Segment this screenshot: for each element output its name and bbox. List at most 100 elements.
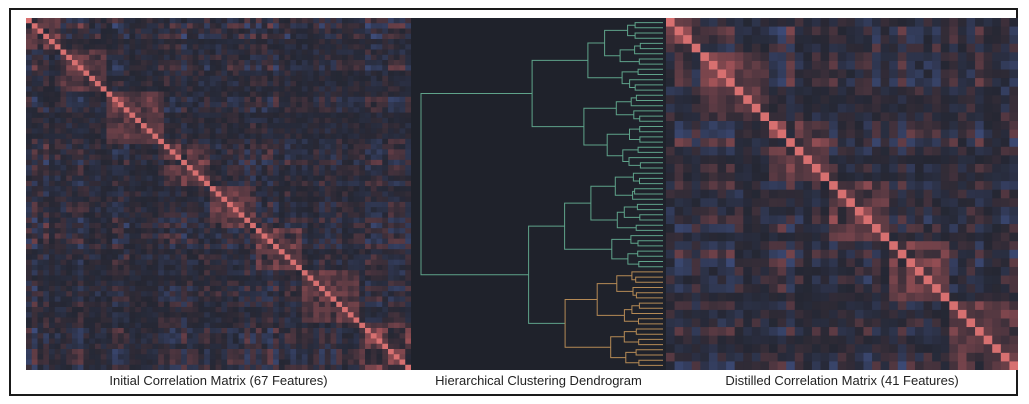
- heatmap-cell: [854, 52, 864, 62]
- heatmap-cell: [31, 228, 38, 234]
- heatmap-cell: [296, 306, 303, 313]
- heatmap-cell: [163, 49, 171, 56]
- heatmap-cell: [94, 264, 102, 271]
- heatmap-cell: [100, 133, 107, 140]
- heatmap-cell: [227, 291, 234, 297]
- heatmap-cell: [175, 238, 182, 245]
- dendrogram-link: [630, 97, 663, 107]
- heatmap-cell: [307, 243, 314, 250]
- heatmap-cell: [152, 254, 159, 261]
- heatmap-cell: [129, 359, 136, 366]
- heatmap-cell: [388, 264, 395, 271]
- heatmap-cell: [250, 138, 257, 145]
- heatmap-cell: [273, 133, 280, 140]
- heatmap-cell: [54, 222, 61, 229]
- heatmap-cell: [31, 117, 38, 124]
- heatmap-cell: [872, 26, 882, 36]
- heatmap-cell: [846, 86, 856, 96]
- heatmap-cell: [250, 333, 257, 339]
- heatmap-cell: [54, 49, 61, 56]
- heatmap-cell: [319, 54, 326, 61]
- heatmap-cell: [347, 354, 354, 360]
- heatmap-cell: [181, 180, 188, 187]
- heatmap-cell: [393, 354, 400, 360]
- heatmap-cell: [175, 75, 182, 82]
- heatmap-cell: [319, 301, 326, 308]
- heatmap-cell: [175, 280, 182, 287]
- heatmap-cell: [232, 128, 240, 134]
- heatmap-cell: [324, 180, 331, 187]
- heatmap-cell: [255, 175, 262, 182]
- heatmap-cell: [365, 201, 372, 208]
- heatmap-cell: [198, 306, 205, 313]
- heatmap-cell: [284, 180, 291, 187]
- heatmap-cell: [77, 338, 84, 345]
- heatmap-cell: [336, 123, 343, 129]
- heatmap-cell: [734, 95, 744, 105]
- heatmap-cell: [837, 26, 847, 36]
- heatmap-cell: [278, 222, 285, 229]
- heatmap-cell: [307, 60, 314, 66]
- heatmap-cell: [48, 112, 56, 119]
- heatmap-cell: [89, 18, 96, 24]
- heatmap-cell: [204, 264, 211, 271]
- heatmap-cell: [382, 327, 389, 334]
- heatmap-cell: [123, 154, 130, 161]
- heatmap-cell: [192, 196, 199, 203]
- heatmap-cell: [215, 338, 222, 345]
- heatmap-cell: [31, 306, 38, 313]
- heatmap-cell: [48, 107, 56, 113]
- heatmap-cell: [94, 91, 102, 98]
- heatmap-cell: [158, 65, 165, 71]
- heatmap-cell: [359, 65, 366, 71]
- heatmap-cell: [932, 43, 942, 53]
- heatmap-cell: [135, 354, 142, 360]
- heatmap-cell: [307, 222, 314, 229]
- heatmap-cell: [786, 52, 796, 62]
- heatmap-cell: [31, 60, 38, 66]
- heatmap-cell: [353, 128, 360, 134]
- heatmap-cell: [209, 348, 217, 355]
- heatmap-cell: [26, 170, 33, 177]
- heatmap-cell: [880, 103, 890, 113]
- heatmap-cell: [135, 333, 142, 339]
- heatmap-cell: [359, 117, 366, 124]
- heatmap-cell: [71, 259, 79, 266]
- heatmap-cell: [31, 322, 38, 329]
- heatmap-cell: [777, 60, 787, 70]
- heatmap-cell: [43, 254, 50, 261]
- heatmap-cell: [181, 81, 188, 87]
- heatmap-cell: [324, 138, 331, 145]
- heatmap-cell: [175, 196, 182, 203]
- heatmap-cell: [296, 228, 303, 234]
- heatmap-cell: [290, 217, 297, 224]
- heatmap-cell: [238, 81, 245, 87]
- heatmap-cell: [376, 33, 383, 40]
- heatmap-cell: [135, 144, 142, 150]
- heatmap-cell: [370, 191, 377, 198]
- heatmap-cell: [376, 317, 383, 324]
- heatmap-cell: [43, 364, 50, 370]
- heatmap-cell: [296, 243, 303, 250]
- heatmap-cell: [296, 249, 303, 255]
- heatmap-cell: [319, 259, 326, 266]
- heatmap-cell: [71, 159, 79, 166]
- heatmap-cell: [376, 254, 383, 261]
- heatmap-cell: [123, 264, 130, 271]
- heatmap-cell: [146, 359, 153, 366]
- heatmap-cell: [209, 233, 217, 240]
- heatmap-cell: [319, 128, 326, 134]
- heatmap-cell: [152, 60, 159, 66]
- heatmap-cell: [244, 117, 251, 124]
- heatmap-cell: [31, 23, 38, 29]
- heatmap-cell: [250, 238, 257, 245]
- heatmap-cell: [158, 133, 165, 140]
- heatmap-cell: [388, 196, 395, 203]
- heatmap-cell: [204, 75, 211, 82]
- heatmap-cell: [221, 117, 228, 124]
- heatmap-cell: [290, 144, 297, 150]
- heatmap-cell: [405, 112, 411, 119]
- heatmap-cell: [26, 301, 33, 308]
- heatmap-cell: [71, 39, 79, 45]
- heatmap-cell: [307, 28, 314, 35]
